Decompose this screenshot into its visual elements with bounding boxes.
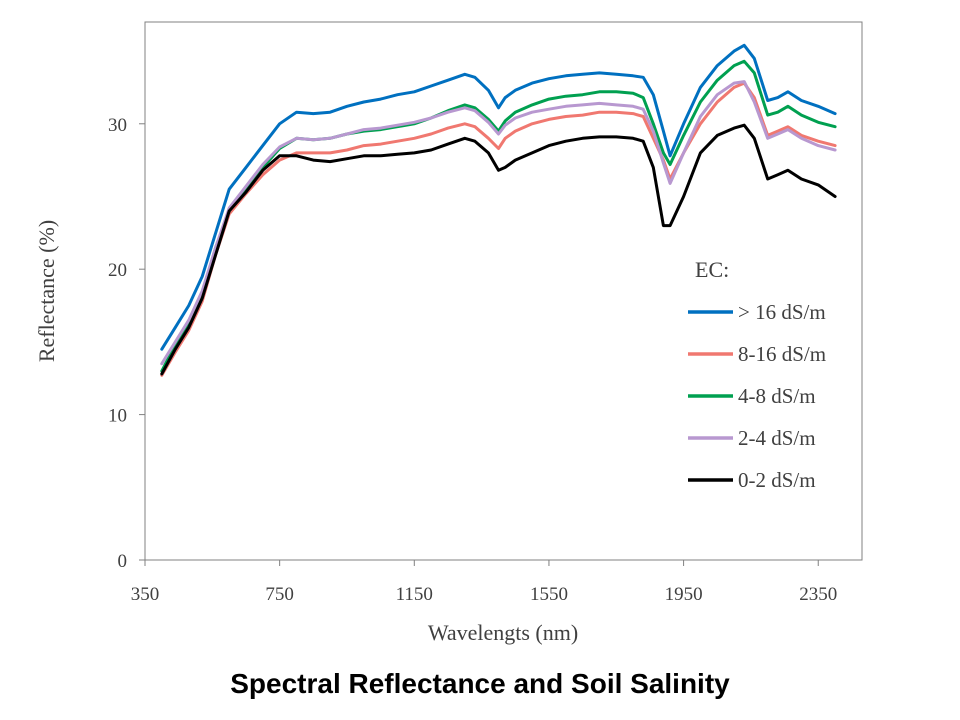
x-tick-label: 1550 xyxy=(530,584,568,605)
series-line-3 xyxy=(160,80,837,366)
x-tick-label: 2350 xyxy=(799,584,837,605)
series-line-1 xyxy=(160,81,837,377)
legend: EC: > 16 dS/m 8-16 dS/m 4-8 dS/m 2-4 dS/m 0-… xyxy=(688,257,826,492)
series-group xyxy=(160,43,837,377)
x-axis-ticks: 350 750 1150 1550 1950 2350 xyxy=(131,560,837,605)
y-tick-label: 20 xyxy=(108,260,127,281)
x-tick-label: 1950 xyxy=(665,584,703,605)
y-tick-label: 10 xyxy=(108,406,127,427)
series-line-4 xyxy=(160,123,837,376)
legend-label-0: > 16 dS/m xyxy=(738,300,826,324)
x-tick-label: 750 xyxy=(265,584,294,605)
legend-label-3: 2-4 dS/m xyxy=(738,426,816,450)
plot-area xyxy=(144,21,863,561)
series-line-0 xyxy=(160,43,837,351)
x-axis-title: Wavelengts (nm) xyxy=(428,620,578,645)
y-axis-ticks: 0 10 20 30 xyxy=(108,115,145,572)
spectral-chart: 350 750 1150 1550 1950 2350 0 10 20 30 Wavelengt… xyxy=(34,21,863,645)
slide-caption: Spectral Reflectance and Soil Salinity xyxy=(230,668,730,699)
y-tick-label: 30 xyxy=(108,115,127,136)
y-axis-title: Reflectance (%) xyxy=(34,220,59,362)
legend-label-1: 8-16 dS/m xyxy=(738,342,826,366)
legend-label-2: 4-8 dS/m xyxy=(738,384,816,408)
x-tick-label: 1150 xyxy=(396,584,433,605)
legend-label-4: 0-2 dS/m xyxy=(738,468,816,492)
legend-title: EC: xyxy=(695,257,729,282)
x-tick-label: 350 xyxy=(131,584,160,605)
plot-frame xyxy=(144,21,863,561)
y-tick-label: 0 xyxy=(118,551,128,572)
